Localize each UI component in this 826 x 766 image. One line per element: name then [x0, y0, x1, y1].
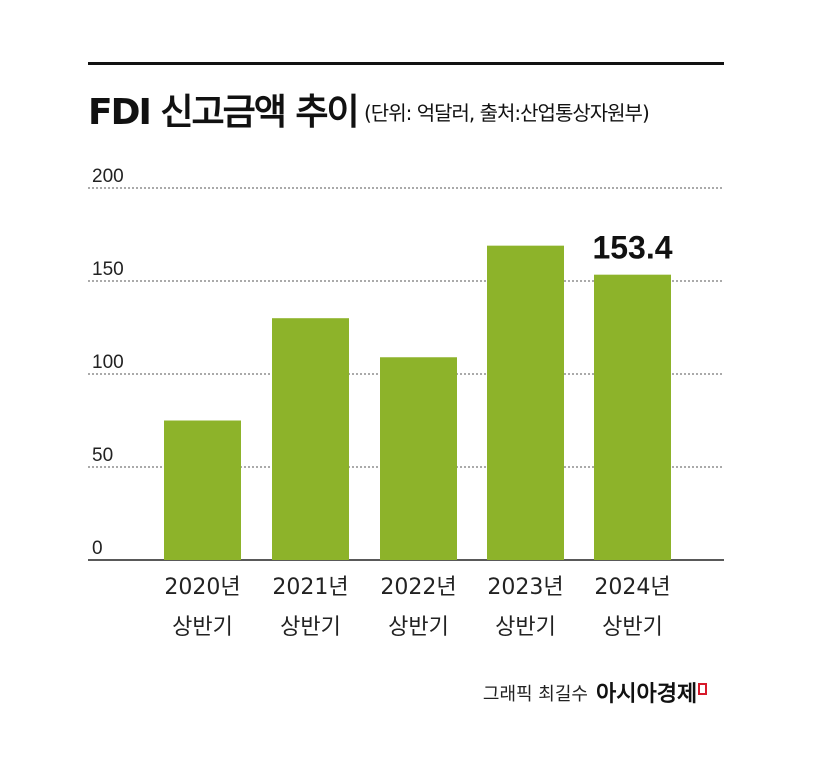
x-tick-label-year: 2021년 [272, 575, 348, 600]
title-rule [88, 62, 724, 65]
y-tick-label: 100 [92, 352, 124, 373]
y-tick-label: 0 [92, 538, 103, 559]
bar [164, 420, 241, 560]
x-tick-label-year: 2023년 [487, 575, 563, 600]
x-tick-label-period: 상반기 [495, 615, 556, 640]
x-tick-label-period: 상반기 [602, 615, 663, 640]
graphic-credit: 그래픽 최길수 [483, 684, 588, 705]
brand-logo: 아시아경제 [596, 682, 697, 707]
bar [380, 357, 457, 560]
x-tick-label-period: 상반기 [280, 615, 341, 640]
y-tick-label: 200 [92, 166, 124, 187]
bar [272, 318, 349, 560]
x-tick-label-period: 상반기 [172, 615, 233, 640]
chart-subtitle: (단위: 억달러, 출처:산업통상자원부) [364, 101, 649, 125]
bar [487, 245, 564, 560]
x-tick-label-period: 상반기 [388, 615, 449, 640]
y-tick-label: 50 [92, 445, 113, 466]
x-tick-label-year: 2020년 [164, 575, 240, 600]
data-label: 153.4 [592, 230, 672, 266]
brand-mark-icon [698, 683, 707, 695]
chart-title: FDI 신고금액 추이 [88, 92, 358, 133]
bar [594, 274, 671, 560]
x-tick-label-year: 2022년 [380, 575, 456, 600]
y-tick-label: 150 [92, 259, 124, 280]
x-tick-label-year: 2024년 [594, 575, 670, 600]
